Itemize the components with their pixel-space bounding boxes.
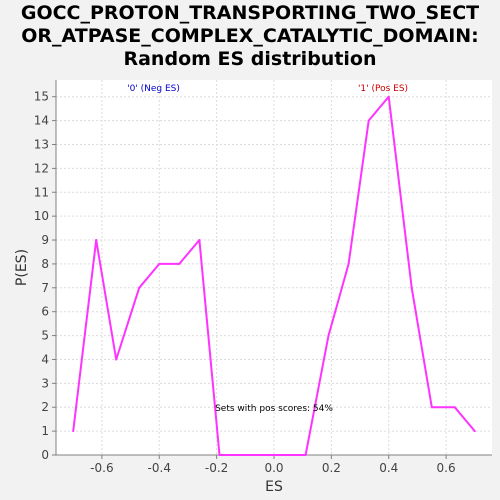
chart-title-line-2: OR_ATPASE_COMPLEX_CATALYTIC_DOMAIN: [21,25,479,47]
y-tick-label-6: 6 [41,305,49,319]
data-point-12 [327,334,330,337]
x-tick-label-4: 0.2 [322,461,341,475]
y-tick-label-11: 11 [34,185,49,199]
data-point-2 [115,358,118,361]
x-tick-label-2: -0.2 [205,461,228,475]
data-point-9 [261,454,264,456]
data-point-14 [367,119,370,122]
data-point-6 [198,239,201,242]
data-point-1 [95,239,98,242]
y-tick-label-0: 0 [41,448,49,462]
data-point-3 [138,286,141,289]
data-point-5 [178,262,181,265]
data-point-4 [158,262,161,265]
x-tick-label-0: -0.6 [90,461,113,475]
y-tick-label-9: 9 [41,233,49,247]
chart-title-line-3: Random ES distribution [123,48,377,70]
x-tick-label-3: 0.0 [264,461,283,475]
chart-title-line-1: GOCC_PROTON_TRANSPORTING_TWO_SECT [20,2,480,24]
x-tick-label-1: -0.4 [148,461,171,475]
data-point-15 [387,95,390,98]
y-tick-label-13: 13 [34,137,49,151]
data-point-17 [430,406,433,409]
data-point-7 [218,454,221,456]
x-tick-label-5: 0.4 [379,461,398,475]
y-tick-label-5: 5 [41,329,49,343]
data-point-8 [238,454,241,456]
annotation-2: Sets with pos scores: 54% [215,404,333,414]
data-point-11 [304,454,307,456]
y-tick-label-10: 10 [34,209,49,223]
y-tick-label-4: 4 [41,352,49,366]
annotations: '0' (Neg ES) '1' (Pos ES) Sets with pos sc… [127,84,408,414]
y-tick-label-8: 8 [41,257,49,271]
y-tick-label-3: 3 [41,376,49,390]
x-axis-label: ES [265,479,283,495]
annotation-1: '1' (Pos ES) [358,84,408,94]
data-point-16 [410,286,413,289]
y-tick-label-1: 1 [41,424,49,438]
y-tick-label-14: 14 [34,114,49,128]
data-point-13 [347,262,350,265]
y-tick-label-2: 2 [41,400,49,414]
data-point-18 [453,406,456,409]
grid [56,80,492,456]
chart-title: GOCC_PROTON_TRANSPORTING_TWO_SECT OR_ATP… [0,2,500,71]
data-point-10 [284,454,287,456]
data-point-19 [473,430,476,433]
y-tick-label-15: 15 [34,90,49,104]
y-tick-label-12: 12 [34,161,49,175]
series-line-0 [72,95,476,456]
ticks: -0.6 -0.4 -0.2 0.0 0.2 0.4 0.60123456789101112… [34,90,456,475]
data-point-0 [72,430,75,433]
x-tick-label-6: 0.6 [437,461,456,475]
y-tick-label-7: 7 [41,281,49,295]
annotation-0: '0' (Neg ES) [127,84,180,94]
y-axis-label: P(ES) [14,249,30,286]
series [72,95,476,456]
